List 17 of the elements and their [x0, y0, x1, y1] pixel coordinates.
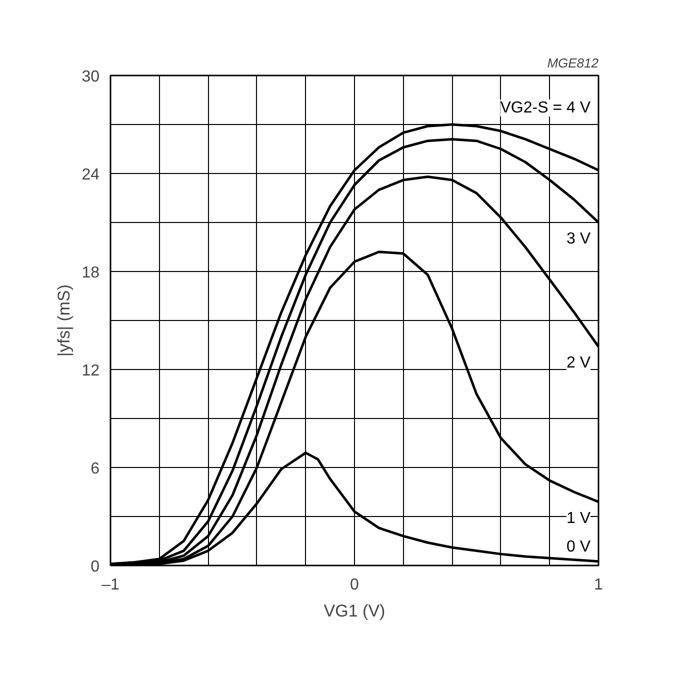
x-tick-label: 1 [594, 576, 604, 594]
series-label: 2 V [566, 354, 591, 372]
y-tick-label: 0 [90, 558, 100, 576]
y-tick-label: 24 [82, 166, 100, 184]
series-label: VG2-S = 4 V [500, 100, 591, 116]
x-tick-label: –1 [102, 576, 120, 594]
series-label: 0 V [566, 538, 591, 556]
y-tick-label: 30 [82, 68, 100, 86]
y-tick-label: 6 [90, 460, 100, 478]
y-tick-label: 18 [82, 264, 100, 282]
x-tick-label: 0 [350, 576, 360, 594]
y-tick-label: 12 [82, 362, 100, 380]
series-label: 3 V [566, 230, 591, 248]
x-axis-title: VG1 (V) [324, 602, 386, 620]
text: MGE812 [547, 56, 600, 70]
y-axis-title: |yfs| (mS) [54, 284, 74, 357]
series-label: 1 V [566, 510, 591, 527]
